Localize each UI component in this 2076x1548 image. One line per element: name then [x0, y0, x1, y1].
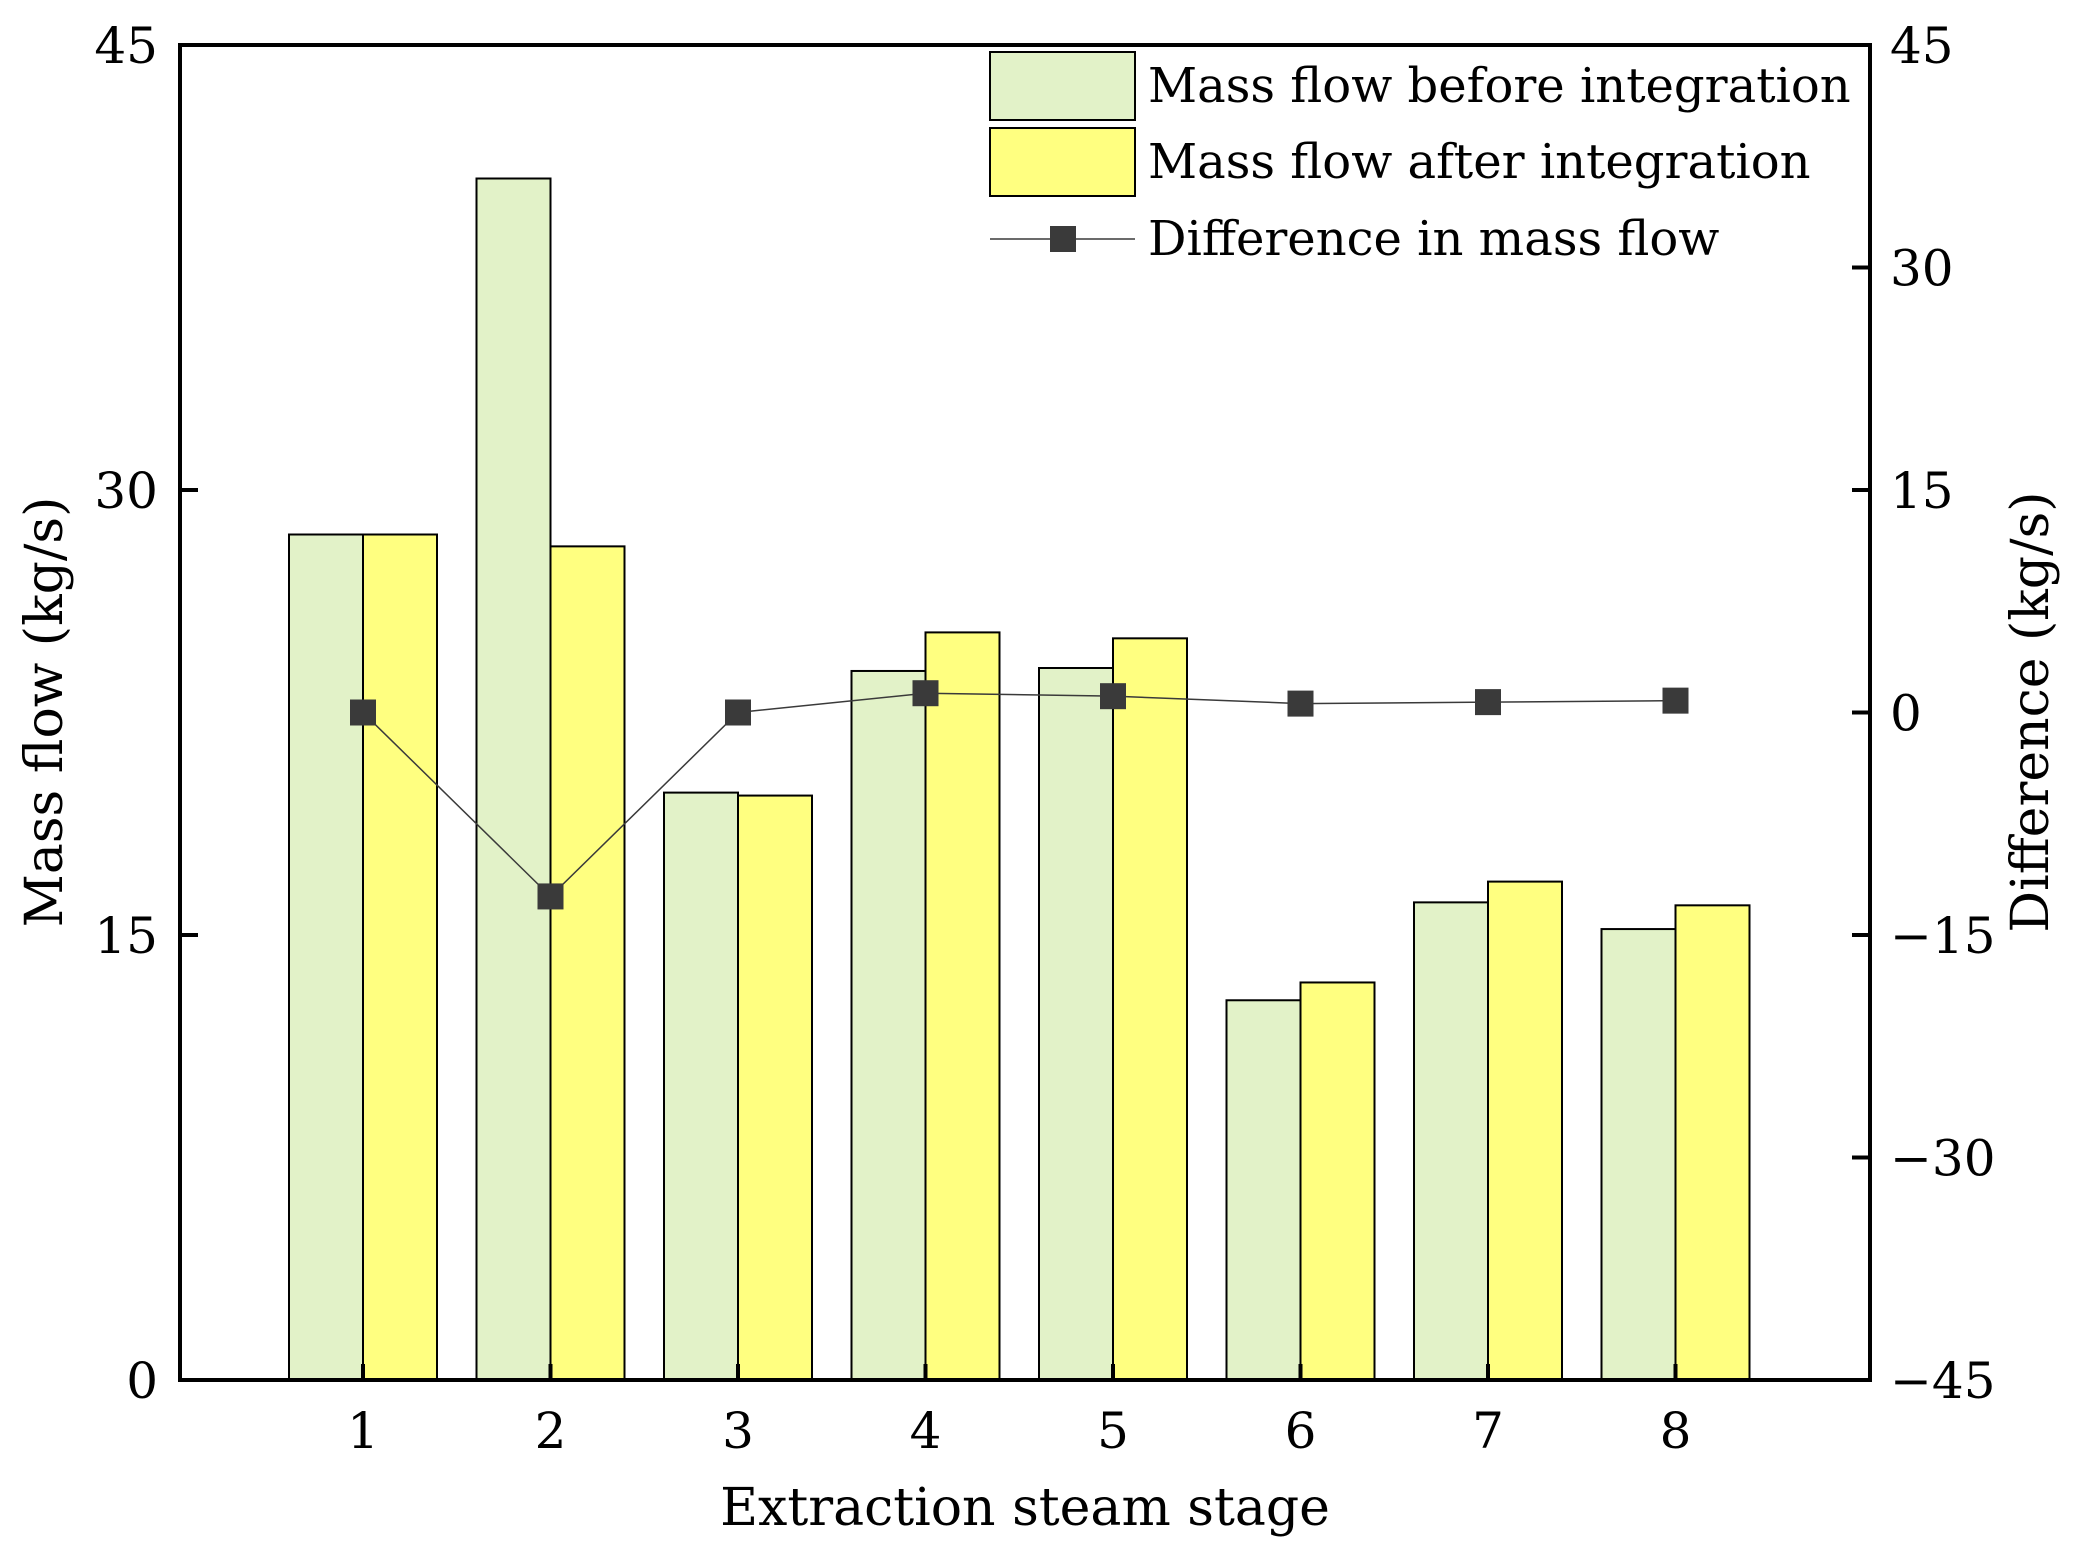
- y-axis-right: −45 −30 −15 0 15 30 45: [1852, 17, 1996, 1410]
- difference-line-layer: [350, 680, 1689, 910]
- y2-tick-label-−45: −45: [1890, 1352, 1996, 1410]
- x-tick-label-3: 3: [722, 1402, 754, 1460]
- y2-tick-label-15: 15: [1890, 462, 1954, 520]
- difference-marker-6: [1287, 690, 1314, 717]
- difference-marker-2: [537, 883, 564, 910]
- difference-marker-3: [725, 699, 751, 726]
- difference-marker-4: [912, 680, 939, 707]
- difference-marker-7: [1475, 689, 1501, 716]
- bar-after-8: [1674, 904, 1751, 1381]
- bar-before-8: [1600, 928, 1677, 1381]
- legend: Mass flow before integration Mass flow a…: [989, 51, 1851, 267]
- y2-tick-label-30: 30: [1890, 240, 1954, 298]
- x-tick-label-8: 8: [1660, 1402, 1692, 1460]
- y-tick-label-45: 45: [94, 17, 158, 75]
- legend-marker-difference: [1050, 226, 1076, 252]
- legend-swatch-before: [989, 51, 1136, 121]
- bar-before-6: [1225, 999, 1302, 1381]
- bar-after-5: [1112, 637, 1188, 1381]
- y-axis-left: 0 15 30 45: [94, 17, 198, 1410]
- legend-label-after: Mass flow after integration: [1148, 134, 1811, 190]
- y2-tick-label-45: 45: [1890, 17, 1954, 75]
- bar-after-4: [924, 631, 1001, 1381]
- x-tick-label-1: 1: [347, 1402, 379, 1460]
- x-tick-label-6: 6: [1285, 1402, 1317, 1460]
- y-axis-title: Mass flow (kg/s): [15, 497, 75, 928]
- x-axis-title: Extraction steam stage: [720, 1478, 1330, 1538]
- bars-layer: [288, 177, 1751, 1381]
- bar-before-7: [1413, 901, 1489, 1381]
- difference-marker-1: [350, 699, 376, 726]
- y2-tick-label-−15: −15: [1890, 907, 1996, 965]
- legend-label-difference: Difference in mass flow: [1148, 211, 1719, 267]
- bar-after-7: [1487, 880, 1563, 1381]
- bar-after-2: [549, 545, 626, 1381]
- bar-before-1: [288, 533, 364, 1381]
- y2-tick-label-−30: −30: [1890, 1130, 1996, 1188]
- bar-before-3: [663, 791, 739, 1381]
- y-tick-label-15: 15: [94, 907, 158, 965]
- difference-line: [362, 692, 1676, 898]
- x-tick-label-2: 2: [535, 1402, 567, 1460]
- difference-marker-8: [1662, 687, 1689, 714]
- legend-swatch-after: [989, 127, 1136, 197]
- legend-label-before: Mass flow before integration: [1148, 58, 1851, 114]
- y-tick-label-30: 30: [94, 462, 158, 520]
- bar-before-4: [850, 669, 927, 1381]
- y-tick-label-0: 0: [126, 1352, 158, 1410]
- bar-before-5: [1038, 667, 1114, 1381]
- difference-marker-5: [1100, 683, 1126, 710]
- y2-tick-label-0: 0: [1890, 685, 1922, 743]
- bar-after-1: [362, 533, 438, 1381]
- x-tick-label-4: 4: [910, 1402, 942, 1460]
- y2-axis-title: Difference (kg/s): [2001, 491, 2061, 932]
- bar-before-2: [475, 177, 552, 1381]
- x-tick-labels: 1 2 3 4 5 6 7 8: [347, 1402, 1691, 1460]
- bar-after-3: [737, 794, 813, 1381]
- x-tick-label-7: 7: [1472, 1402, 1504, 1460]
- bar-after-6: [1299, 981, 1376, 1381]
- x-tick-label-5: 5: [1097, 1402, 1129, 1460]
- x-ticks: [361, 1364, 1678, 1380]
